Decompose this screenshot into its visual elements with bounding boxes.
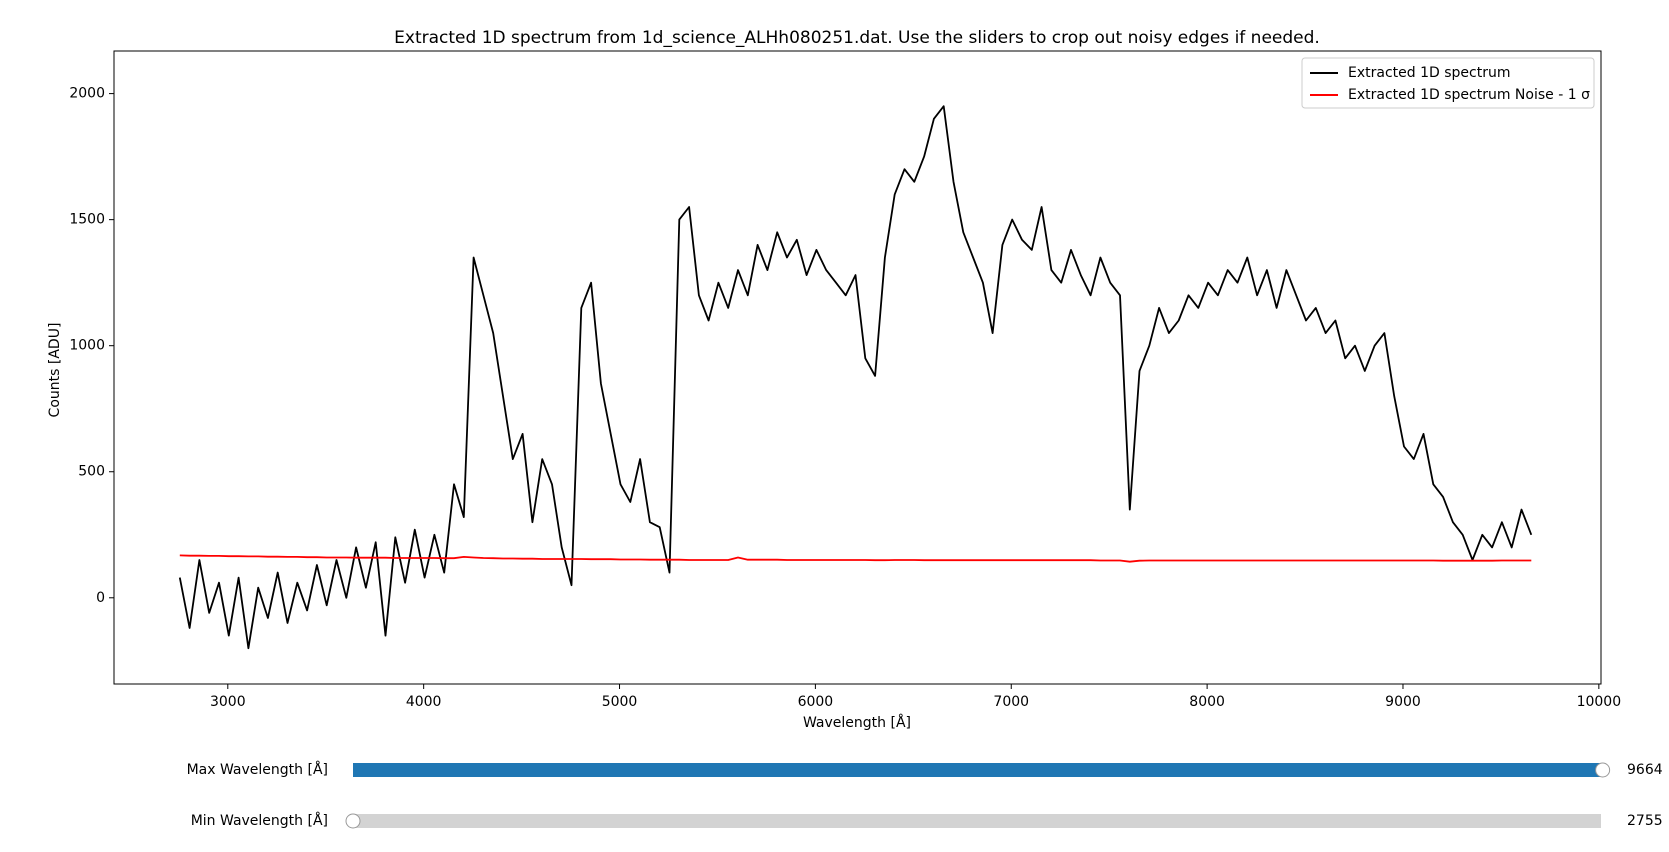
slider-fill [353, 763, 1603, 777]
y-tick-label: 500 [78, 464, 105, 480]
slider-value: 2755 [1627, 813, 1663, 829]
x-tick-label: 10000 [1577, 694, 1622, 710]
y-tick-label: 1500 [69, 212, 105, 228]
x-tick-label: 8000 [1189, 694, 1225, 710]
plot-area [113, 50, 1602, 685]
slider-label: Min Wavelength [Å] [191, 812, 328, 829]
series-line [178, 105, 1533, 650]
y-tick-label: 1000 [69, 338, 105, 354]
x-tick-label: 5000 [602, 694, 638, 710]
x-tick-label: 3000 [210, 694, 246, 710]
slider-label: Max Wavelength [Å] [187, 761, 328, 778]
legend-label: Extracted 1D spectrum [1348, 65, 1510, 81]
x-tick-label: 4000 [406, 694, 442, 710]
x-tick-label: 9000 [1385, 694, 1421, 710]
x-tick-label: 7000 [993, 694, 1029, 710]
x-tick-label: 6000 [798, 694, 834, 710]
y-axis-label: Counts [ADU] [47, 323, 63, 418]
chart-title: Extracted 1D spectrum from 1d_science_AL… [394, 28, 1320, 48]
x-axis-label: Wavelength [Å] [803, 714, 911, 731]
legend-box [1301, 57, 1595, 109]
y-tick-label: 0 [96, 590, 105, 606]
legend-label: Extracted 1D spectrum Noise - 1 σ [1348, 87, 1590, 103]
y-tick-label: 2000 [69, 86, 105, 102]
slider-track [353, 814, 1601, 828]
slider-handle[interactable] [1595, 762, 1611, 778]
series-line [179, 554, 1532, 563]
slider-handle[interactable] [345, 813, 361, 829]
slider-value: 9664 [1627, 762, 1663, 778]
